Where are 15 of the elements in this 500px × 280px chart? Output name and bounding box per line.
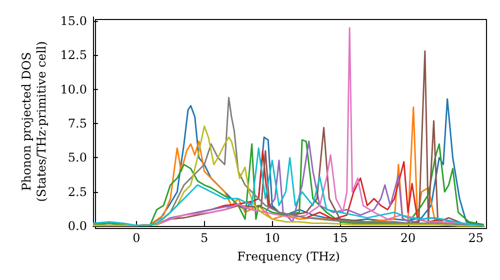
- y-tick-label: 15.0: [60, 14, 87, 28]
- y-tick-label: 7.5: [68, 116, 87, 131]
- y-tick-label: 0.0: [68, 219, 87, 233]
- x-tick-label: 25: [468, 231, 484, 245]
- x-axis-title: Frequency (THz): [237, 249, 340, 264]
- y-tick-label: 10.0: [60, 82, 87, 96]
- x-tick-label: 15: [332, 231, 348, 245]
- y-tick-label: 2.5: [68, 184, 87, 199]
- y-tick-label: 5.0: [68, 150, 87, 165]
- x-tick-label: 10: [264, 231, 280, 245]
- x-tick-label: 0: [132, 231, 140, 245]
- y-tick-label: 12.5: [60, 48, 87, 62]
- x-tick-label: 20: [400, 231, 416, 245]
- x-tick-label: 5: [200, 231, 208, 245]
- y-axis-title: Phonon projected DOS (States/THz·primitive cell): [20, 41, 48, 202]
